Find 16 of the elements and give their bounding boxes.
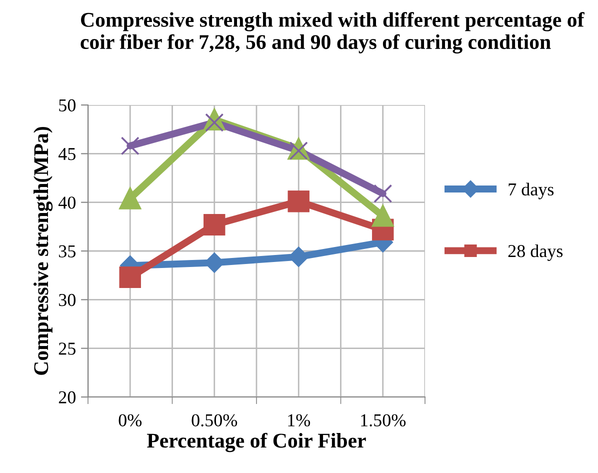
legend-label: 28 days <box>508 244 563 261</box>
y-axis-title: Compressive strength(MPa) <box>34 127 53 375</box>
x-axis-title: Percentage of Coir Fiber <box>147 432 366 452</box>
y-tick-label: 20 <box>58 391 76 404</box>
y-tick-label: 30 <box>59 294 76 306</box>
y-tick-label: 50 <box>59 99 76 112</box>
legend-label: 7 days <box>508 182 554 200</box>
x-tick-label: 0.50% <box>192 414 238 426</box>
y-tick-label: 35 <box>59 245 76 258</box>
x-tick-label: 1% <box>288 414 310 426</box>
chart-title: Compressive strength mixed with different percentage of coir fiber for 7,28, 56 and 90 days of curing condition <box>80 12 584 54</box>
y-tick-label: 25 <box>58 342 76 355</box>
x-tick-label: 1.50% <box>361 414 406 426</box>
x-tick-label: 0% <box>118 414 142 426</box>
y-tick-label: 45 <box>58 148 76 160</box>
y-tick-label: 40 <box>58 196 76 209</box>
